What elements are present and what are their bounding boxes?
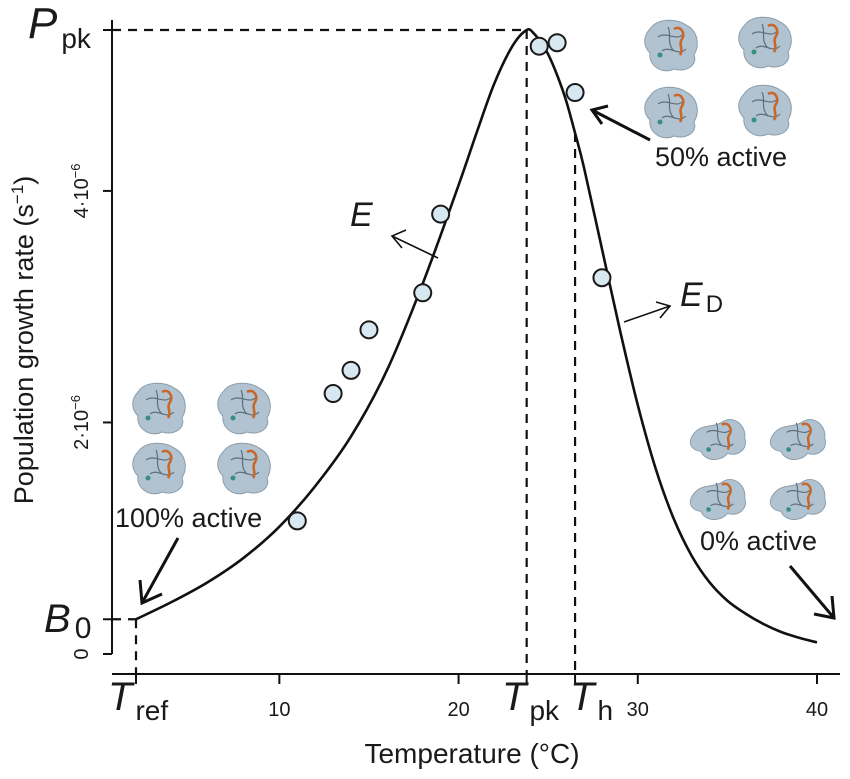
- active-50-label: 50% active: [655, 142, 787, 172]
- active-100-label: 100% active: [115, 503, 262, 533]
- data-point-7: [547, 33, 567, 53]
- active-0-arrow: [788, 565, 836, 620]
- protein-molecule-10: [689, 479, 746, 520]
- active-50-arrow: [589, 104, 651, 142]
- x-tick-label-0: 10: [268, 699, 290, 721]
- data-points: [287, 33, 612, 531]
- protein-molecule-4: [644, 19, 698, 72]
- protein-molecule-8: [689, 419, 746, 460]
- protein-molecule-11: [769, 479, 826, 520]
- e-label: E: [350, 196, 373, 234]
- protein-molecule-9: [769, 419, 826, 460]
- protein-molecule-1: [217, 382, 271, 435]
- y-tick-label-0: 0: [71, 648, 93, 659]
- data-point-8: [565, 83, 585, 103]
- data-point-2: [341, 360, 361, 380]
- x-tick-label-1: 20: [447, 699, 469, 721]
- protein-molecule-6: [644, 86, 698, 139]
- y-tick-label-1: 2·10−6: [68, 395, 93, 450]
- ed-arrow: [623, 301, 672, 323]
- protein-molecule-7: [738, 84, 792, 137]
- model-curve: [135, 28, 818, 644]
- x-tick-label-3: 40: [806, 699, 828, 721]
- protein-molecule-2: [132, 442, 186, 495]
- y-axis-title: Population growth rate (s−1): [8, 176, 39, 505]
- x-axis-title: Temperature (°C): [364, 738, 579, 769]
- guide-lines: [112, 28, 577, 674]
- axes: [103, 20, 840, 684]
- protein-molecule-3: [217, 442, 271, 495]
- active-100-arrow: [138, 537, 180, 606]
- tick-labels: 10 20 30 40 0 2·10−6 4·10−6: [68, 163, 828, 721]
- protein-molecule-5: [738, 16, 792, 69]
- data-point-3: [359, 320, 379, 340]
- y-tick-label-2: 4·10−6: [68, 163, 93, 218]
- data-point-5: [431, 204, 451, 224]
- data-point-9: [592, 268, 612, 288]
- data-point-6: [529, 36, 549, 56]
- protein-illustrations: [132, 16, 826, 520]
- data-point-0: [287, 511, 307, 531]
- data-point-1: [323, 384, 343, 404]
- x-tick-label-2: 30: [627, 699, 649, 721]
- data-point-4: [413, 283, 433, 303]
- e-arrow: [390, 229, 439, 259]
- active-0-label: 0% active: [700, 526, 817, 556]
- protein-molecule-0: [132, 382, 186, 435]
